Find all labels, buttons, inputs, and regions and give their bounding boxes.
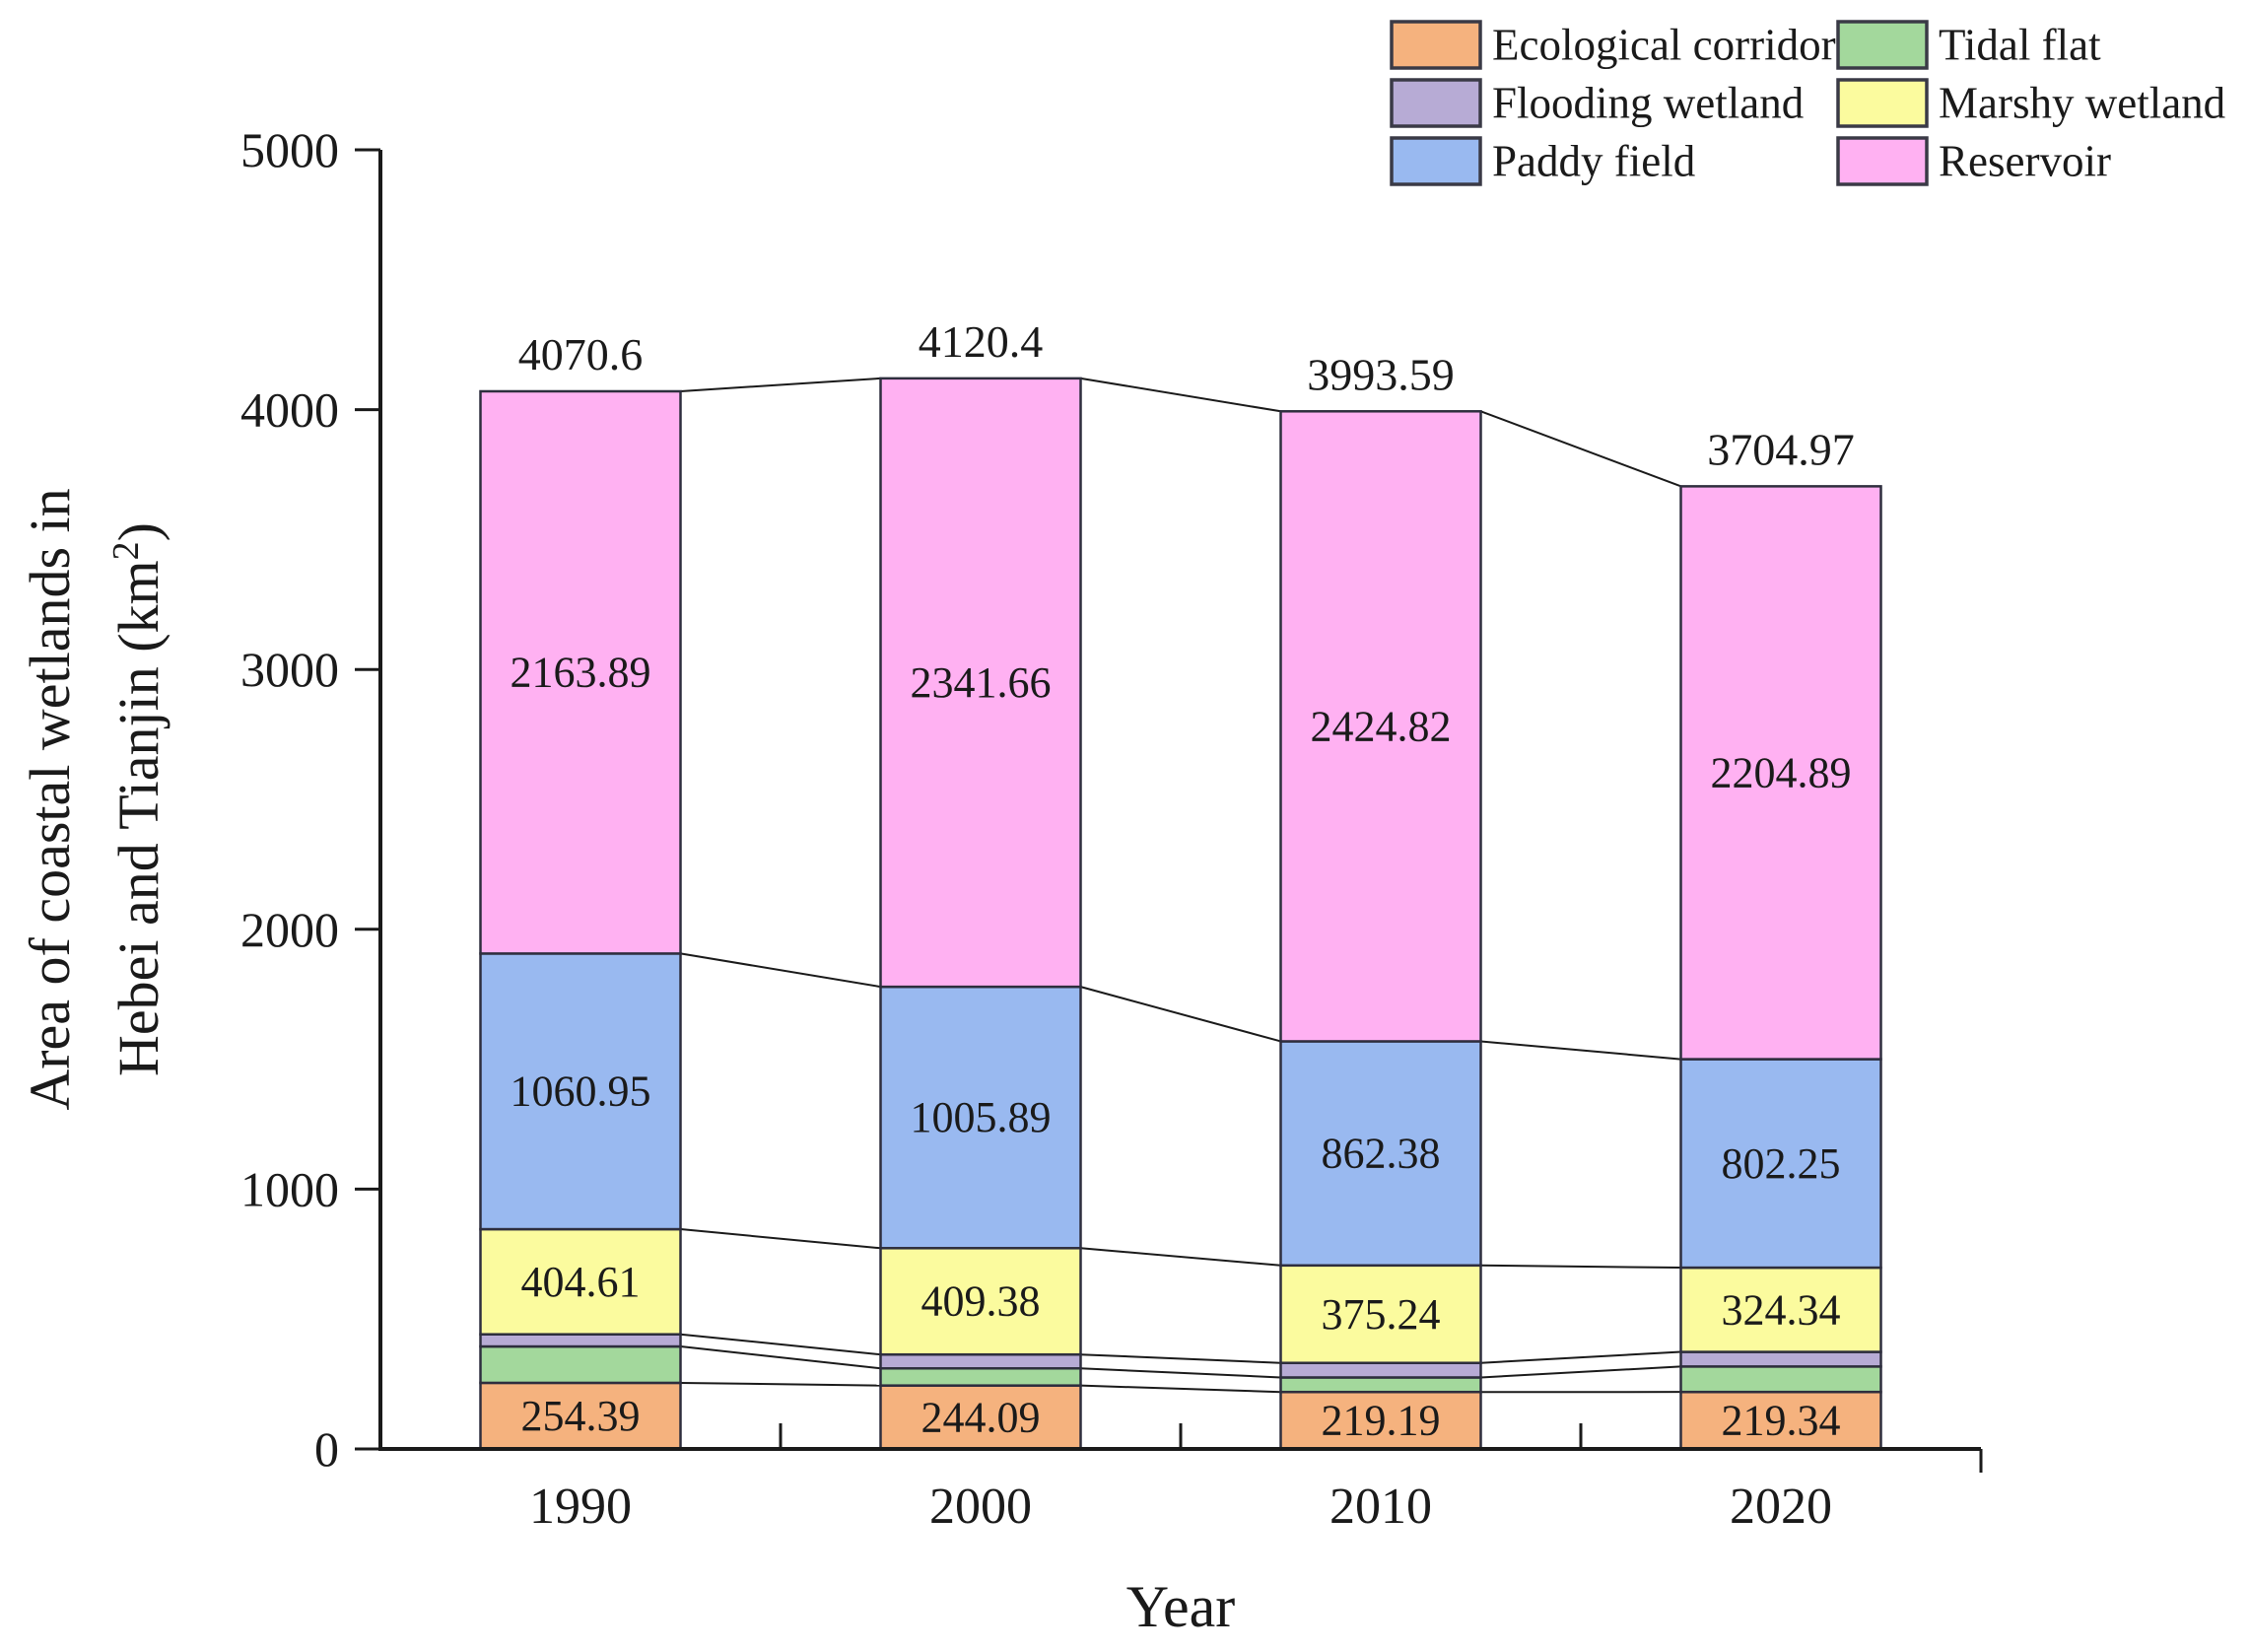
bar-segment-label: 404.61 <box>521 1258 641 1306</box>
bar-segment-tidal-flat-2020 <box>1679 1365 1882 1394</box>
x-axis-title: Year <box>1126 1574 1236 1639</box>
bar-segment-paddy-field-2010 <box>1279 1040 1482 1268</box>
legend-swatch-marshy-wetland <box>1836 78 1929 128</box>
connector-line <box>1080 1384 1281 1394</box>
bar-segment-label: 219.34 <box>1722 1397 1841 1445</box>
connector-line <box>1480 1350 1681 1364</box>
bar-segment-label: 1005.89 <box>911 1093 1052 1141</box>
bar-segment-paddy-field-2000 <box>879 985 1082 1250</box>
connector-line <box>1480 410 1681 488</box>
legend-swatch-tidal-flat <box>1836 20 1929 70</box>
bar-segment-reservoir-1990 <box>479 389 682 955</box>
bar-segment-label: 2163.89 <box>511 649 651 697</box>
connector-line <box>680 952 881 989</box>
y-tick-label: 5000 <box>240 122 339 177</box>
y-axis-title-line1: Area of coastal wetlands in <box>18 488 82 1110</box>
x-tick-label: 1990 <box>529 1479 632 1535</box>
bar-segment-paddy-field-2020 <box>1679 1058 1882 1270</box>
bar-segment-label: 802.25 <box>1722 1139 1841 1188</box>
y-tick-label: 2000 <box>240 902 339 957</box>
y-tick-label: 0 <box>314 1421 339 1477</box>
bar-segment-label: 219.19 <box>1322 1397 1441 1445</box>
legend-swatch-reservoir <box>1836 136 1929 186</box>
y-tick-label: 1000 <box>240 1161 339 1216</box>
bar-segment-tidal-flat-2000 <box>879 1367 1082 1387</box>
bar-segment-label: 2204.89 <box>1711 748 1852 796</box>
bar-segment-tidal-flat-2010 <box>1279 1376 1482 1394</box>
y-axis-title-line2: Hebei and Tianjin (km2) <box>105 522 170 1076</box>
bar-segment-tidal-flat-1990 <box>479 1344 682 1385</box>
connector-line <box>680 1228 881 1250</box>
connector-line <box>1080 1247 1281 1267</box>
connector-line <box>1480 1040 1681 1061</box>
bar-total-label: 3993.59 <box>1307 349 1455 399</box>
bar-segment-label: 1060.95 <box>511 1067 651 1116</box>
x-tick-label: 2000 <box>929 1479 1032 1535</box>
bar-segment-reservoir-2000 <box>879 377 1082 989</box>
bar-segment-flooding-wetland-2000 <box>879 1352 1082 1370</box>
legend-swatch-paddy-field <box>1390 136 1482 186</box>
bar-segment-label: 244.09 <box>921 1393 1041 1441</box>
bar-total-label: 3704.97 <box>1707 424 1855 474</box>
legend-label-flooding-wetland: Flooding wetland <box>1492 79 1804 128</box>
legend-swatch-ecological-corridor <box>1390 20 1482 70</box>
bar-segment-label: 409.38 <box>921 1277 1041 1326</box>
bar-segment-ecological-corridor-1990 <box>479 1381 682 1451</box>
bar-segment-label: 254.39 <box>521 1392 641 1440</box>
bar-segment-marshy-wetland-2010 <box>1279 1264 1482 1364</box>
bar-segment-label: 862.38 <box>1322 1130 1441 1178</box>
bar-segment-label: 375.24 <box>1322 1290 1441 1339</box>
bar-total-label: 4120.4 <box>919 316 1044 367</box>
connector-line <box>1480 1365 1681 1379</box>
bar-segment-marshy-wetland-2000 <box>879 1247 1082 1356</box>
bar-total-label: 4070.6 <box>518 329 644 379</box>
legend-label-ecological-corridor: Ecological corridor <box>1492 21 1836 70</box>
connector-line <box>1080 377 1281 413</box>
connector-line <box>1080 986 1281 1043</box>
connector-line <box>680 1381 881 1387</box>
bar-segment-label: 2424.82 <box>1311 702 1452 750</box>
legend-label-reservoir: Reservoir <box>1939 137 2111 186</box>
x-tick-label: 2020 <box>1730 1479 1832 1535</box>
legend-swatch-flooding-wetland <box>1390 78 1482 128</box>
connector-line <box>1480 1264 1681 1270</box>
bar-segment-label: 324.34 <box>1722 1285 1841 1334</box>
bar-segment-flooding-wetland-2010 <box>1279 1361 1482 1379</box>
connector-line <box>680 377 881 392</box>
legend-label-tidal-flat: Tidal flat <box>1939 21 2101 70</box>
y-tick-label: 3000 <box>240 642 339 697</box>
bar-segment-marshy-wetland-1990 <box>479 1227 682 1336</box>
y-tick-label: 4000 <box>240 382 339 438</box>
x-tick-label: 2010 <box>1330 1479 1432 1535</box>
connector-line <box>1080 1353 1281 1364</box>
bar-segment-reservoir-2010 <box>1279 410 1482 1043</box>
bar-segment-flooding-wetland-2020 <box>1679 1350 1882 1368</box>
connector-line <box>680 1345 881 1370</box>
bar-segment-reservoir-2020 <box>1679 485 1882 1061</box>
legend-label-paddy-field: Paddy field <box>1492 137 1695 186</box>
legend-label-marshy-wetland: Marshy wetland <box>1939 79 2225 128</box>
connector-line <box>680 1333 881 1356</box>
bar-segment-flooding-wetland-1990 <box>479 1333 682 1348</box>
connector-line <box>1080 1367 1281 1379</box>
bar-segment-label: 2341.66 <box>911 658 1052 707</box>
